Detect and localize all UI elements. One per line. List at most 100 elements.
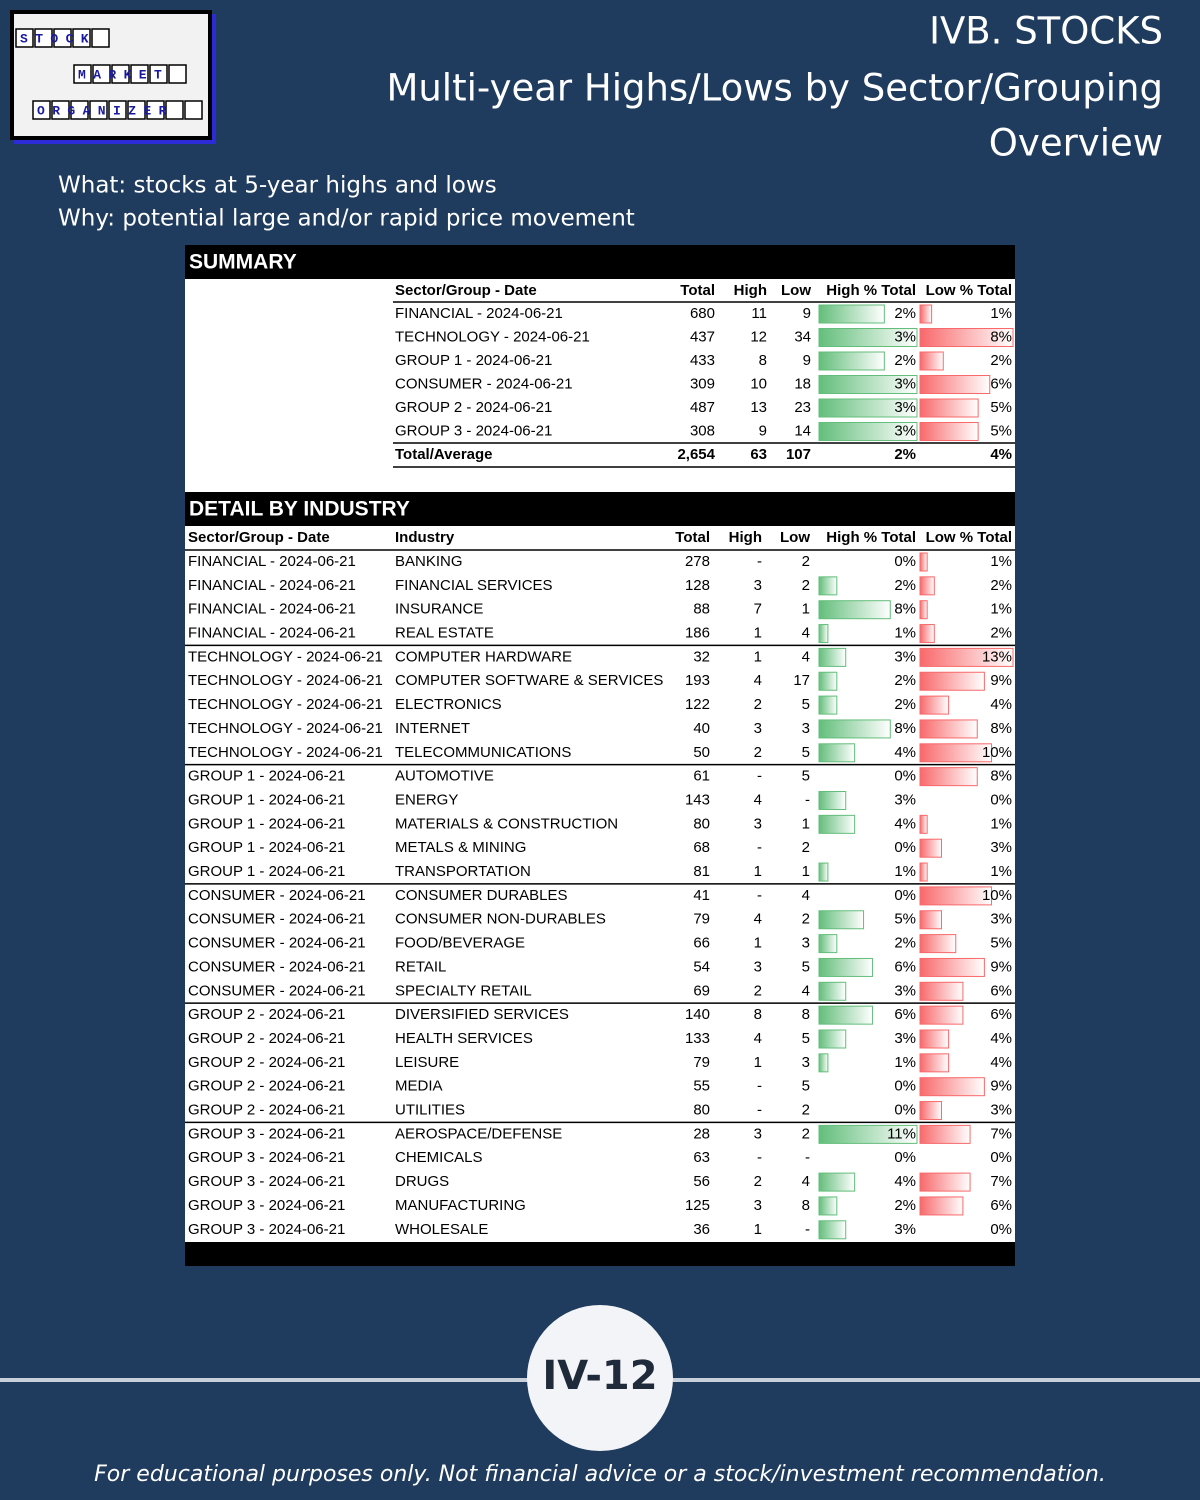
cell: 3% [894,328,916,345]
cell: 5 [802,958,810,975]
row-label: GROUP 2 - 2024-06-21 [188,1102,345,1119]
cell: 2% [990,577,1012,594]
logo-cell [70,100,89,120]
data-bar [919,304,933,324]
disclaimer: For educational purposes only. Not finan… [94,1462,1106,1487]
logo-cell [15,28,34,48]
cell: 13 [750,399,767,416]
logo-word: ORGANIZER [37,103,174,118]
cell: 1% [990,863,1012,880]
cell: 11% [887,1125,916,1142]
row-label: FINANCIAL - 2024-06-21 [188,577,356,594]
data-bar [919,719,978,739]
cell: 1 [802,863,810,880]
row-label: DIVERSIFIED SERVICES [395,1006,569,1023]
cell: 1% [990,601,1012,618]
cell: 4 [754,1030,762,1047]
data-bar [919,671,985,691]
logo-cell [127,100,146,120]
cell: 80 [693,1102,710,1119]
cell: 69 [693,982,710,999]
cell: 9 [803,352,811,369]
cell: 4 [802,625,810,642]
row-label: GROUP 1 - 2024-06-21 [188,839,345,856]
data-bar [818,695,838,715]
total-cell: 2,654 [677,446,715,463]
cell: 3% [894,1030,916,1047]
cell: 3% [894,375,916,392]
row-label: COMPUTER HARDWARE [395,648,572,665]
row-label: MATERIALS & CONSTRUCTION [395,815,618,832]
cell: 79 [693,911,710,928]
data-bar [818,1172,856,1192]
row-label: INTERNET [395,720,470,737]
cell: 0% [894,1078,916,1095]
logo-cell [111,64,130,84]
column-header: Low % Total [926,529,1012,546]
cell: - [757,887,762,904]
cell: 9 [803,305,811,322]
cell: 125 [685,1197,710,1214]
row-label: CHEMICALS [395,1149,483,1166]
cell: 309 [690,375,715,392]
row-label: MEDIA [395,1078,443,1095]
cell: 122 [685,696,710,713]
cell: 8% [990,768,1012,785]
column-header: Low [780,529,810,546]
cell: 8% [894,601,916,618]
cell: 4% [990,1054,1012,1071]
row-label: GROUP 3 - 2024-06-21 [395,422,552,439]
cell: 2 [802,1102,810,1119]
cell: 79 [693,1054,710,1071]
row-label: CONSUMER NON-DURABLES [395,911,606,928]
cell: 3% [894,422,916,439]
cell: 1 [754,625,762,642]
cell: 9 [759,422,767,439]
data-bar [919,1053,950,1073]
cell: - [757,1078,762,1095]
total-cell: 107 [786,446,811,463]
row-label: GROUP 1 - 2024-06-21 [188,815,345,832]
column-header: Low [781,282,811,299]
cell: 2 [802,911,810,928]
row-label: AUTOMOTIVE [395,768,494,785]
data-bar [919,647,1014,667]
cell: 1% [990,815,1012,832]
cell: 3 [802,935,810,952]
column-header: High [729,529,762,546]
data-bar [818,862,829,882]
cell: 6% [990,1006,1012,1023]
column-header: Low % Total [926,282,1012,299]
cell: 3% [990,1102,1012,1119]
data-bar [919,576,935,596]
row-label: FINANCIAL - 2024-06-21 [188,601,356,618]
column-header: Total [675,529,710,546]
data-bar [818,600,891,620]
logo-cell [34,28,53,48]
cell: 133 [685,1030,710,1047]
cell: 1 [754,863,762,880]
cell: 2 [754,1173,762,1190]
row-label: GROUP 3 - 2024-06-21 [188,1125,345,1142]
data-bar [818,719,891,739]
data-bar [818,576,838,596]
cell: 186 [685,625,710,642]
data-bar [919,624,935,644]
row-label: WHOLESALE [395,1221,488,1238]
cell: 10% [982,887,1012,904]
row-label: FINANCIAL SERVICES [395,577,553,594]
cell: 128 [685,577,710,594]
cell: 0% [894,1149,916,1166]
cell: 3 [802,1054,810,1071]
intro-why: Why: potential large and/or rapid price … [58,206,635,232]
cell: 2% [894,305,916,322]
data-bar [919,1029,950,1049]
cell: 55 [693,1078,710,1095]
page-number: IV-12 [542,1353,657,1399]
cell: - [757,1102,762,1119]
row-label: FINANCIAL - 2024-06-21 [395,305,563,322]
cell: 10 [750,375,767,392]
cell: 4% [894,744,916,761]
data-bar [919,552,928,572]
data-bar [818,910,865,930]
